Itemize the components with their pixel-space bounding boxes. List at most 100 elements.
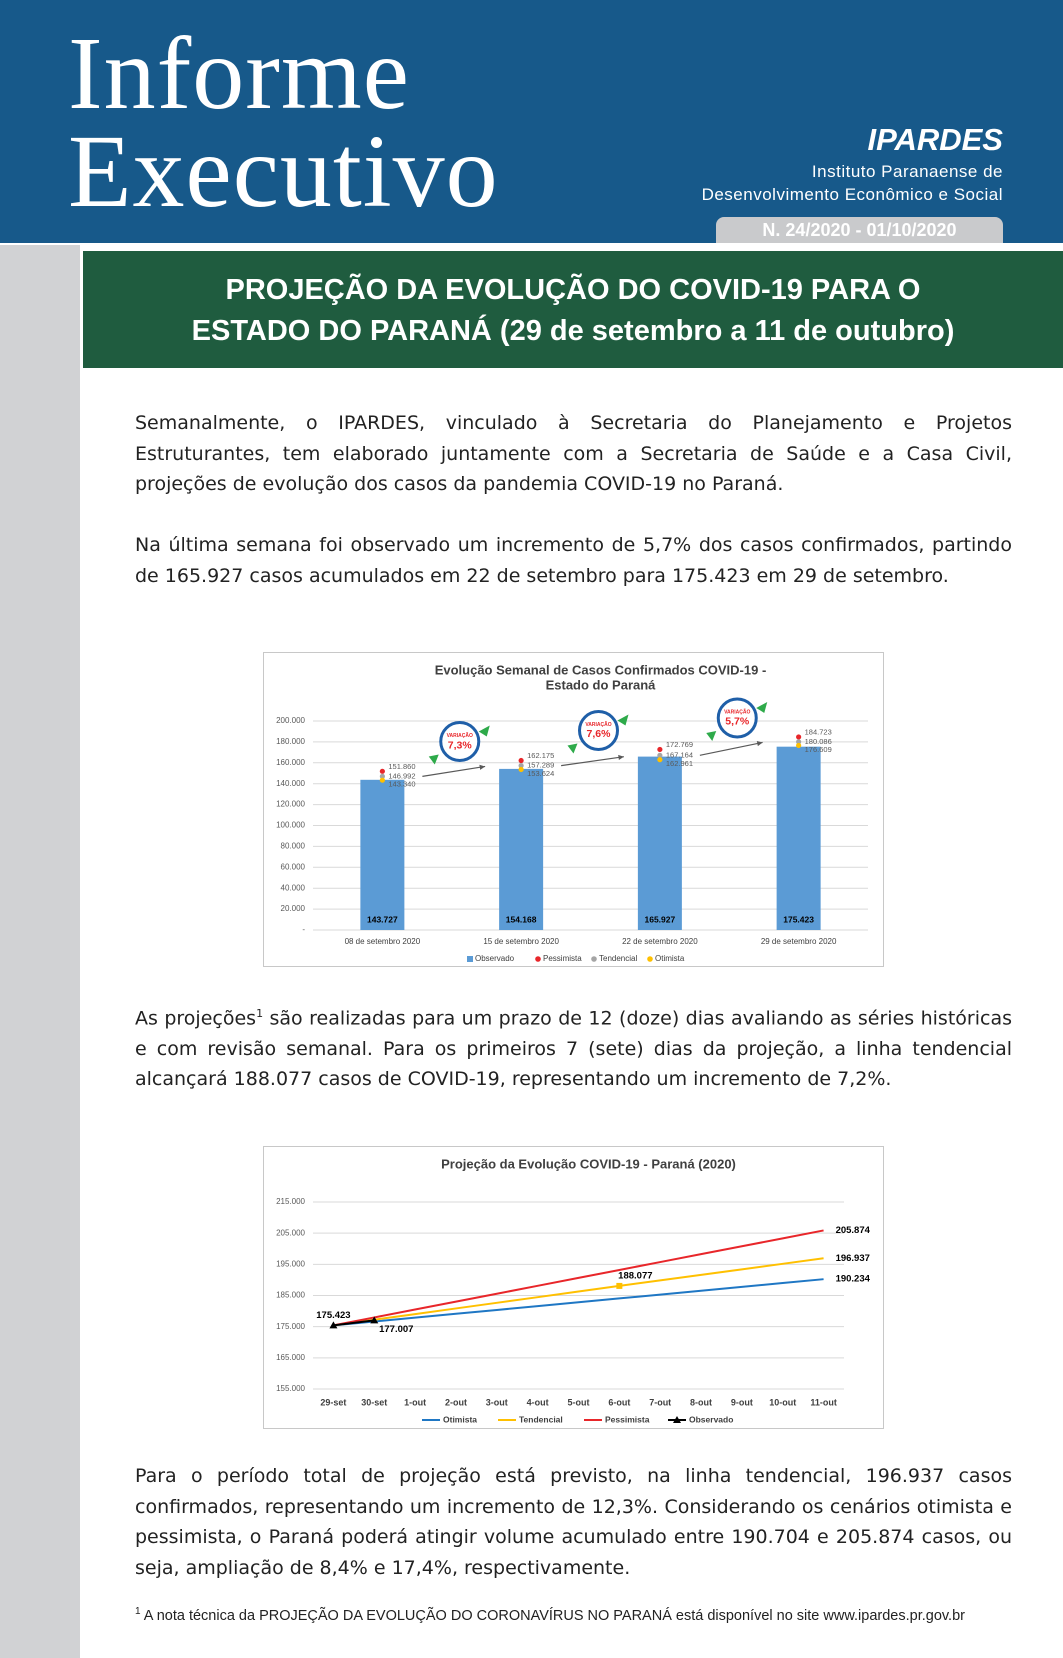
text: As projeções [135, 1007, 257, 1030]
data-label: 188.077 [618, 1270, 652, 1281]
x-tick-label: 8-out [690, 1397, 712, 1407]
y-tick-label: 140.000 [276, 779, 305, 788]
arrow-head [756, 740, 763, 747]
badge-value: 7,6% [587, 728, 612, 740]
badge-label: VARIAÇÃO [585, 721, 611, 728]
line [333, 1229, 824, 1327]
bar [499, 768, 544, 930]
chart-title: Evolução Semanal de Casos Confirmados CO… [435, 662, 767, 677]
org-name: IPARDES [867, 122, 1003, 157]
y-tick-label: 20.000 [281, 904, 306, 913]
y-tick-label: 100.000 [276, 821, 305, 830]
banner: PROJEÇÃO DA EVOLUÇÃO DO COVID-19 PARA O … [83, 251, 1063, 368]
text: A nota técnica da PROJEÇÃO DA EVOLUÇÃO D… [143, 1607, 965, 1624]
y-tick-label: 120.000 [276, 800, 305, 809]
badge-arrow [428, 754, 439, 765]
badge [716, 697, 758, 739]
line [333, 1319, 375, 1327]
point [796, 739, 802, 745]
line [333, 1278, 824, 1327]
marker [329, 1321, 338, 1329]
bar-label: 165.927 [645, 914, 676, 924]
point [379, 777, 385, 783]
point-label: 162.175 [527, 751, 554, 760]
paragraph: Na última semana foi observado um increm… [135, 534, 1012, 587]
point-label: 157.289 [527, 761, 554, 770]
point [796, 734, 802, 740]
legend-label: Tendencial [519, 1414, 563, 1424]
badge-arrow [706, 730, 717, 741]
point [518, 766, 524, 773]
badge-label: VARIAÇÃO [447, 732, 473, 739]
legend-swatch [535, 956, 541, 962]
data-label: 175.423 [316, 1310, 350, 1321]
note-marker: 1 [135, 1606, 141, 1617]
point-label: 172.769 [666, 740, 693, 749]
y-tick-label: 180.000 [276, 737, 305, 746]
x-tick-label: 6-out [608, 1397, 630, 1407]
bar [637, 756, 682, 930]
y-tick-label: 160.000 [276, 758, 305, 767]
legend-swatch [467, 956, 473, 962]
bar-label: 154.168 [506, 914, 537, 924]
trend-arrow [561, 756, 624, 767]
badge-arrow [756, 701, 768, 713]
data-label: 196.937 [836, 1253, 870, 1264]
x-tick-label: 29 de setembro 2020 [761, 937, 837, 946]
side-strip [0, 245, 80, 1658]
y-tick-label: 60.000 [281, 862, 306, 871]
point-label: 143.340 [388, 780, 415, 789]
org-line: Instituto Paranaense de [811, 162, 1003, 181]
badge-value: 5,7% [725, 716, 750, 728]
badge-arrow [567, 743, 578, 754]
point-label: 184.723 [805, 727, 832, 736]
x-tick-label: 4-out [527, 1397, 549, 1407]
x-tick-label: 22 de setembro 2020 [622, 937, 698, 946]
legend-label: Observado [475, 954, 515, 963]
point-label: 151.860 [388, 762, 415, 771]
paragraph: Semanalmente, o IPARDES, vinculado à Sec… [135, 412, 1012, 495]
x-tick-label: 08 de setembro 2020 [345, 937, 421, 946]
bar-label: 143.727 [367, 914, 398, 924]
point [379, 768, 385, 774]
banner-line: ESTADO DO PARANÁ (29 de setembro a 11 de… [191, 315, 955, 347]
point-label: 153.624 [527, 769, 554, 778]
y-tick-label: 80.000 [281, 842, 306, 851]
org-line: Desenvolvimento Econômico e Social [701, 185, 1003, 204]
y-tick-label: 155.000 [276, 1384, 305, 1393]
x-tick-label: 7-out [649, 1397, 671, 1407]
point [518, 757, 524, 764]
chart-title: Estado do Paraná [546, 677, 657, 692]
x-tick-label: 10-out [769, 1397, 796, 1407]
trend-arrow [699, 741, 763, 756]
y-tick-label: 215.000 [276, 1197, 305, 1206]
point-label: 180.086 [805, 737, 832, 746]
badge [439, 721, 481, 763]
badge-arrow [478, 725, 490, 737]
point [657, 746, 663, 753]
trend-arrow [422, 765, 486, 777]
title-line: Executivo [68, 114, 499, 229]
x-tick-label: 5-out [568, 1397, 590, 1407]
y-tick-label: 195.000 [276, 1259, 305, 1268]
chart-frame: Evolução Semanal de Casos Confirmados CO… [263, 652, 884, 967]
badge [578, 709, 619, 751]
y-tick-label: 205.000 [276, 1228, 305, 1237]
legend-swatch [673, 1416, 681, 1423]
bar [360, 779, 405, 930]
bar [776, 746, 821, 930]
chart-frame: Projeção da Evolução COVID-19 - Paraná (… [263, 1146, 884, 1429]
text: são realizadas para um prazo de 12 (doze… [135, 1007, 1012, 1091]
legend-label: Otimista [443, 1414, 477, 1424]
y-tick-label: 185.000 [276, 1291, 305, 1300]
data-label: 205.874 [836, 1225, 871, 1236]
y-tick-label: 175.000 [276, 1322, 305, 1331]
y-tick-label: 200.000 [276, 716, 305, 725]
legend-label: Pessimista [605, 1414, 650, 1424]
y-tick-label: 165.000 [276, 1353, 305, 1362]
point-label: 167.164 [666, 750, 693, 759]
x-tick-label: 15 de setembro 2020 [483, 937, 559, 946]
x-tick-label: 9-out [731, 1397, 753, 1407]
legend-label: Tendencial [599, 954, 637, 963]
point [379, 773, 385, 779]
